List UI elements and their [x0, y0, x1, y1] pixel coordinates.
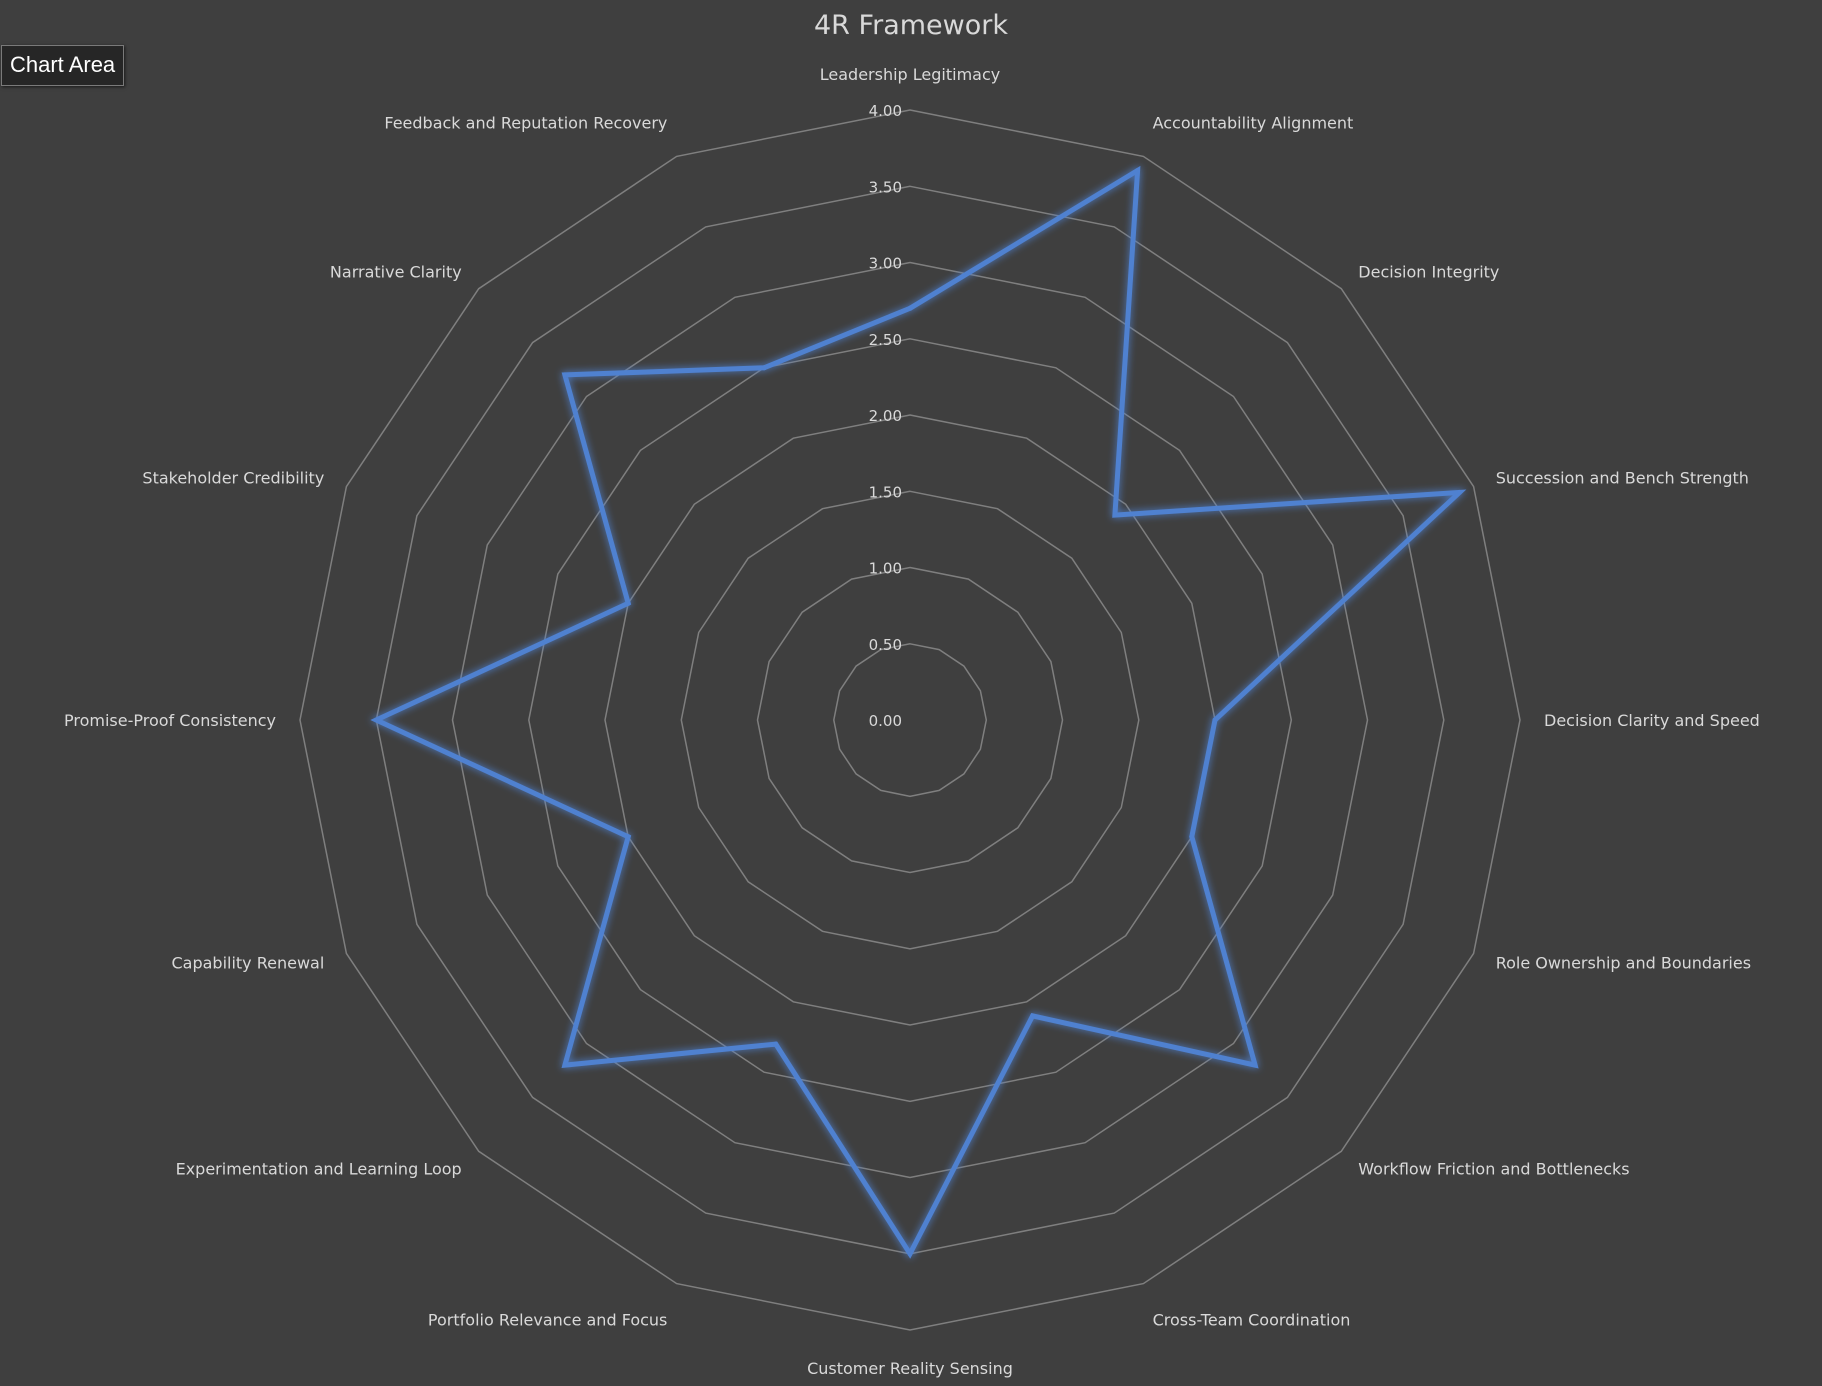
tick-label: 0.00 [869, 712, 902, 730]
category-label: Feedback and Reputation Recovery [384, 113, 667, 132]
tick-label: 1.50 [869, 483, 902, 501]
series-point[interactable] [773, 1041, 779, 1047]
category-label: Succession and Bench Strength [1496, 468, 1749, 487]
tick-label: 1.00 [869, 560, 902, 578]
series-line[interactable] [370, 165, 1467, 1259]
tick-label: 2.50 [869, 331, 902, 349]
category-label: Decision Clarity and Speed [1544, 711, 1760, 730]
series-point[interactable] [1135, 168, 1141, 173]
category-labels: Leadership Legitimacy Accountability Alig… [64, 65, 1760, 1378]
grid-ring [680, 490, 1140, 950]
series-point[interactable] [1212, 717, 1218, 723]
tick-label: 3.00 [869, 255, 902, 273]
series-point[interactable] [373, 717, 379, 723]
tick-label: 2.00 [869, 407, 902, 425]
series-point[interactable] [1189, 834, 1195, 840]
category-label: Promise-Proof Consistency [64, 711, 276, 730]
grid-ring [528, 338, 1293, 1103]
category-label: Decision Integrity [1358, 263, 1499, 282]
series-point[interactable] [1112, 512, 1118, 518]
series-point[interactable] [1457, 489, 1462, 495]
category-label: Workflow Friction and Bottlenecks [1358, 1159, 1629, 1178]
grid-ring [756, 566, 1064, 874]
chart-title: 4R Framework [814, 10, 1008, 41]
radar-grid [299, 109, 1521, 1331]
category-label: Accountability Alignment [1153, 113, 1354, 132]
series-point[interactable] [1252, 1062, 1258, 1068]
radial-tick-labels: 0.00 0.50 1.00 1.50 2.00 2.50 3.00 3.50 4.00 [869, 102, 902, 730]
category-label: Leadership Legitimacy [820, 65, 1000, 84]
series-point[interactable] [907, 1251, 913, 1257]
data-series[interactable] [370, 165, 1467, 1259]
category-label: Narrative Clarity [330, 263, 462, 282]
category-label: Customer Reality Sensing [807, 1359, 1013, 1378]
series-point[interactable] [625, 600, 631, 606]
grid-ring [299, 109, 1521, 1331]
series-point[interactable] [625, 834, 631, 840]
category-label: Stakeholder Credibility [142, 468, 324, 487]
series-point[interactable] [1030, 1013, 1036, 1019]
grid-ring [833, 643, 988, 798]
series-point[interactable] [907, 305, 913, 311]
chart-area-tooltip: Chart Area [1, 45, 125, 86]
category-label: Cross-Team Coordination [1153, 1311, 1351, 1330]
category-label: Experimentation and Learning Loop [176, 1159, 462, 1178]
series-point[interactable] [761, 365, 767, 371]
grid-ring [451, 261, 1369, 1179]
grid-ring [604, 414, 1216, 1026]
series-point[interactable] [562, 372, 568, 378]
grid-ring [375, 185, 1445, 1255]
tick-label: 0.50 [869, 636, 902, 654]
tick-label: 3.50 [869, 178, 902, 196]
series-point[interactable] [562, 1062, 568, 1068]
tick-label: 4.00 [869, 102, 902, 120]
category-label: Portfolio Relevance and Focus [428, 1311, 667, 1330]
category-label: Capability Renewal [171, 954, 324, 973]
category-label: Role Ownership and Boundaries [1496, 954, 1751, 973]
